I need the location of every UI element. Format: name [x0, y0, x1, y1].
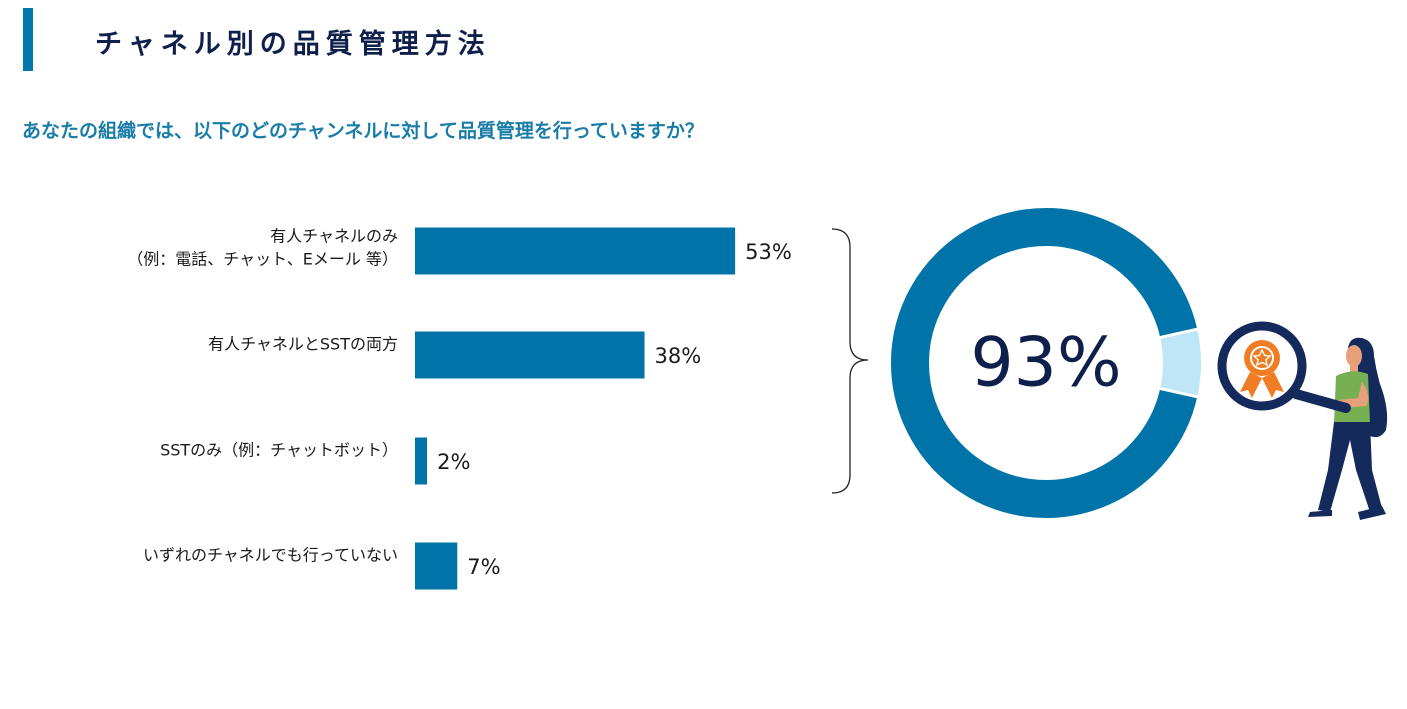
award-ribbon-icon [1244, 340, 1280, 376]
page-title: チャネル別の品質管理方法 [95, 29, 491, 60]
badge-ribbon-right [1262, 372, 1284, 398]
bar-chart: 53% 有人チャネルのみ （例：電話、チャット、Eメール 等） 38% 有人チャネルとS… [127, 227, 792, 590]
badge-inner-ring [1250, 346, 1274, 370]
donut-chart: 93% [891, 208, 1201, 518]
category-label: 有人チャネルとSSTの両方 [208, 335, 398, 354]
bar-4 [415, 542, 458, 590]
donut-segment-remainder [1160, 329, 1201, 397]
badge-ribbon-left [1240, 372, 1262, 398]
donut-segment-main [891, 208, 1198, 518]
donut-center-label: 93% [970, 324, 1121, 403]
star-icon [1252, 348, 1272, 367]
title-accent-bar [23, 8, 33, 71]
bar-value-label: 38% [655, 344, 702, 368]
person-with-magnifier-illustration [1217, 321, 1388, 520]
category-label: いずれのチャネルでも行っていない [143, 546, 398, 565]
bar-value-label: 2% [437, 450, 470, 474]
left-shoe [1308, 510, 1332, 517]
right-shoe [1358, 506, 1386, 520]
category-label: SSTのみ（例：チャットボット） [160, 441, 398, 460]
donut-separator [1158, 327, 1199, 340]
bar-2 [415, 331, 645, 379]
bar-3 [415, 437, 428, 485]
bar-value-label: 53% [745, 240, 792, 264]
grouping-brace [831, 228, 869, 494]
bar-1 [415, 227, 736, 275]
magnifier-handle [1291, 389, 1351, 413]
face-shape [1346, 345, 1362, 367]
pants-shape [1318, 422, 1382, 512]
survey-question: あなたの組織では、以下のどのチャンネルに対して品質管理を行っていますか？ [22, 120, 704, 142]
arm-shape [1338, 382, 1369, 408]
bar-value-label: 7% [467, 555, 500, 579]
neck-shape [1350, 364, 1358, 374]
category-label: 有人チャネルのみ [270, 227, 398, 246]
donut-separator [1158, 386, 1199, 399]
category-label: （例：電話、チャット、Eメール 等） [127, 250, 398, 269]
